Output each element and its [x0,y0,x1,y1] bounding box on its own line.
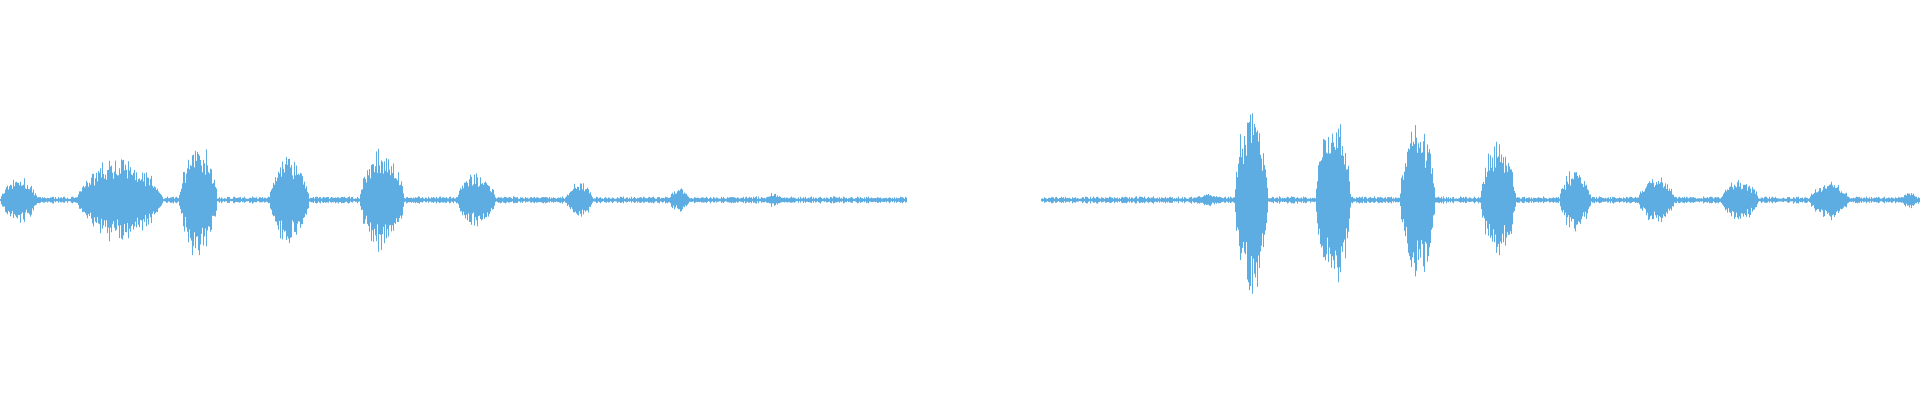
waveform-burst-7 [668,189,693,211]
waveform-burst-12 [1400,125,1440,276]
waveform-burst-5 [457,174,501,226]
waveform-burst-6 [564,183,597,216]
waveform-burst-11 [1315,115,1355,284]
waveform-burst-17 [1809,182,1855,219]
waveform-burst-10 [1235,110,1273,290]
waveform-burst-1 [77,161,175,238]
waveform-burst-13 [1480,143,1520,257]
waveform-burst-3 [269,158,315,243]
waveform-burst-16 [1720,180,1764,220]
waveform-burst-14 [1559,171,1595,230]
waveform-burst-9 [1190,194,1230,205]
waveform-burst-15 [1638,178,1680,222]
waveform-burst-2 [179,147,223,254]
waveform-burst-0 [0,178,42,222]
waveform-trace [0,113,1920,294]
waveform-burst-18 [1901,192,1920,209]
waveform-burst-4 [359,152,411,248]
waveform-burst-8 [764,194,785,207]
